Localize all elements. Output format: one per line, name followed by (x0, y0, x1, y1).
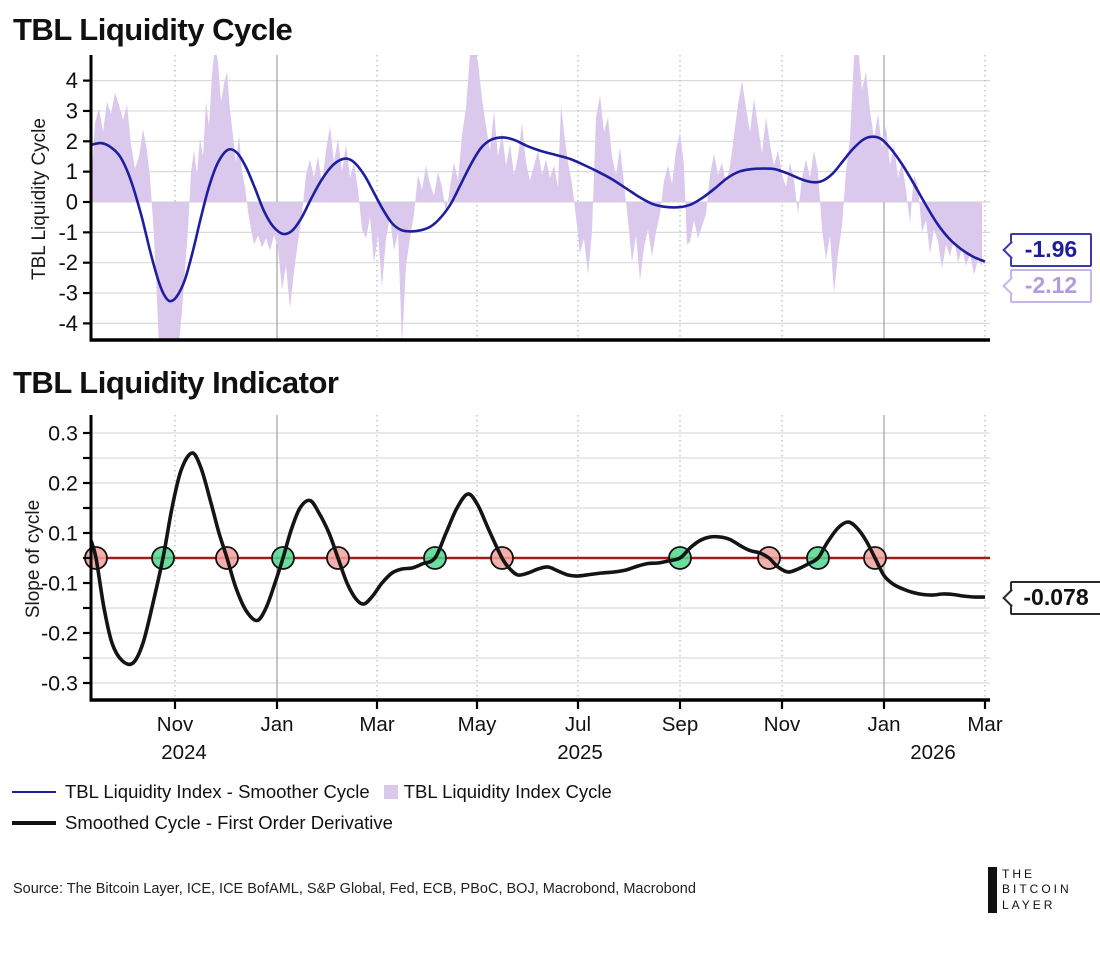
legend-row-1: TBL Liquidity Index - Smoother Cycle TBL… (12, 780, 612, 804)
svg-text:1: 1 (66, 159, 78, 184)
bottom-chart-title: TBL Liquidity Indicator (13, 365, 339, 400)
bitcoin-layer-logo: THE BITCOIN LAYER (988, 867, 1072, 913)
navy-line-swatch (12, 791, 56, 793)
svg-text:-2: -2 (58, 250, 78, 275)
legend-derivative: Smoothed Cycle - First Order Derivative (65, 812, 393, 833)
index-cycle-last-value: -2.12 (1024, 272, 1078, 298)
svg-text:2025: 2025 (557, 741, 603, 764)
svg-text:Mar: Mar (967, 713, 1002, 736)
logo-line-bitcoin: BITCOIN (1002, 882, 1072, 897)
svg-text:0: 0 (66, 190, 78, 215)
svg-text:0.2: 0.2 (48, 472, 78, 496)
svg-text:2: 2 (66, 129, 78, 154)
liquidity-indicator-chart: 0.3 0.2 0.1 -0.1 -0.2 -0.3 Nov Jan Mar May Jul Sep N… (41, 415, 1003, 764)
svg-text:4: 4 (66, 68, 78, 93)
svg-text:Jul: Jul (565, 713, 591, 736)
logo-bar-icon (988, 867, 997, 913)
black-line-swatch (12, 821, 56, 825)
top-chart-title: TBL Liquidity Cycle (13, 12, 293, 47)
liquidity-cycle-chart: 4 3 2 1 0 -1 -2 -3 -4 (58, 55, 990, 342)
source-attribution: Source: The Bitcoin Layer, ICE, ICE BofA… (13, 881, 696, 897)
svg-text:Sep: Sep (662, 713, 698, 736)
svg-text:-0.1: -0.1 (41, 572, 78, 596)
index-cycle-value-callout: -2.12 (1010, 269, 1092, 304)
svg-text:0.1: 0.1 (48, 522, 78, 546)
svg-text:Nov: Nov (764, 713, 801, 736)
svg-text:-3: -3 (58, 281, 78, 306)
derivative-value-callout: -0.078 (1010, 581, 1100, 616)
legend-index-cycle: TBL Liquidity Index Cycle (403, 781, 612, 802)
svg-text:2026: 2026 (910, 741, 956, 764)
logo-line-layer: LAYER (1002, 897, 1056, 912)
svg-text:2024: 2024 (161, 741, 207, 764)
logo-line-the: THE (1002, 867, 1035, 881)
legend-smoother-cycle: TBL Liquidity Index - Smoother Cycle (65, 781, 370, 802)
svg-text:3: 3 (66, 98, 78, 123)
svg-text:Jan: Jan (867, 713, 900, 736)
derivative-last-value: -0.078 (1023, 584, 1089, 610)
svg-text:-0.3: -0.3 (41, 672, 78, 696)
svg-text:-1: -1 (58, 220, 78, 245)
purple-area-swatch (383, 785, 398, 799)
svg-text:Jan: Jan (260, 713, 293, 736)
svg-text:-0.2: -0.2 (41, 622, 78, 646)
svg-text:May: May (458, 713, 497, 736)
smoother-cycle-last-value: -1.96 (1024, 236, 1078, 262)
smoother-cycle-value-callout: -1.96 (1010, 233, 1092, 268)
legend-row-2: Smoothed Cycle - First Order Derivative (12, 811, 393, 835)
svg-text:Nov: Nov (157, 713, 194, 736)
svg-text:Mar: Mar (359, 713, 394, 736)
svg-text:-4: -4 (58, 311, 78, 336)
svg-text:0.3: 0.3 (48, 422, 78, 446)
